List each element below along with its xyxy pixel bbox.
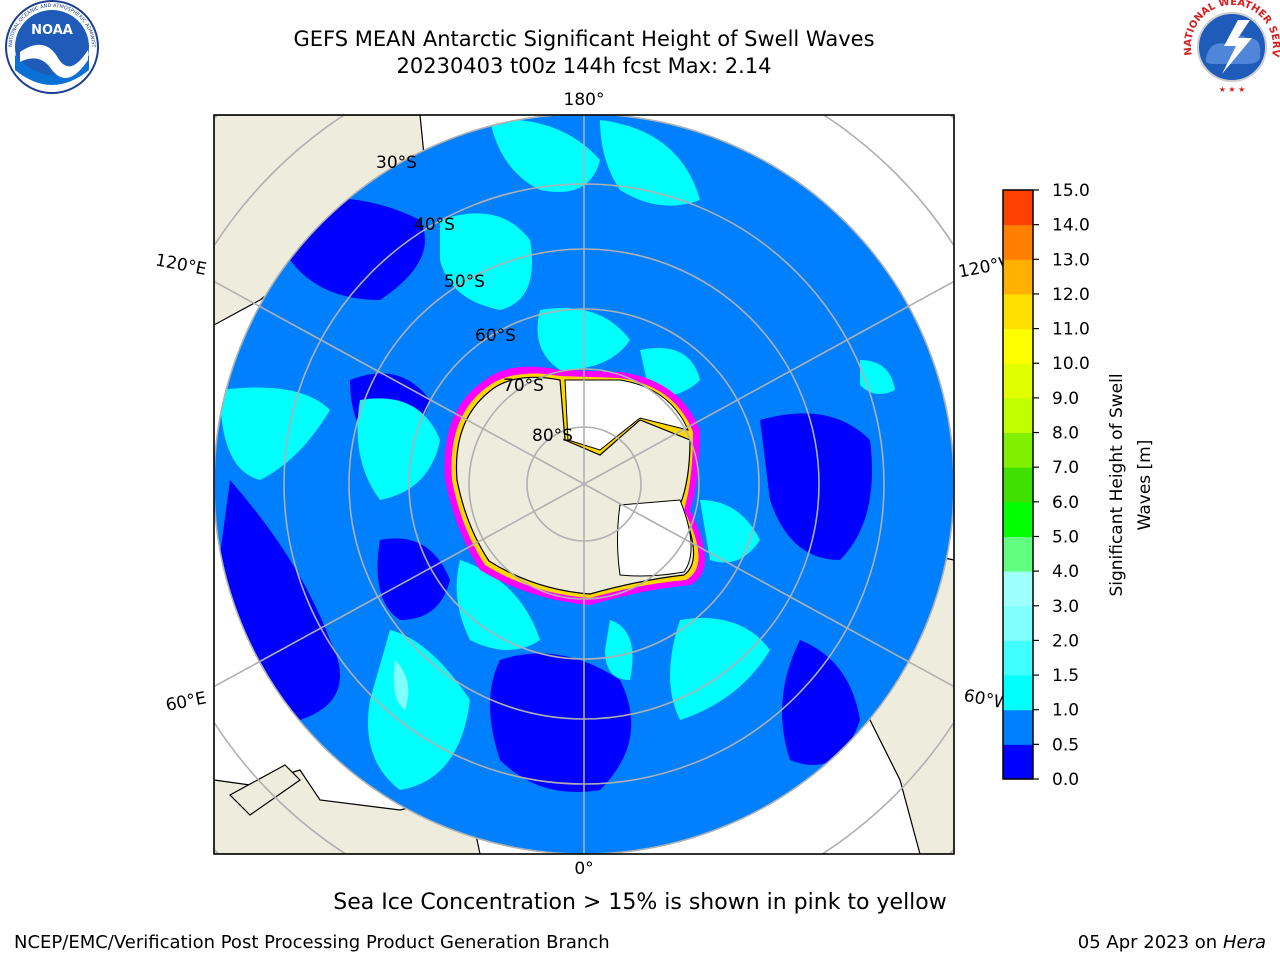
noaa-logo: NOAA NATIONAL OCEANIC AND ATMOSPHERIC AD… (0, 0, 99, 94)
colorbar-tick-label: 1.0 (1052, 701, 1079, 721)
lon-label-120e: 120°E (154, 250, 209, 279)
colorbar-segment (1003, 259, 1033, 295)
colorbar-segment (1003, 675, 1033, 711)
colorbar-tick-label: 9.0 (1052, 389, 1079, 409)
sea-ice-note: Sea Ice Concentration > 15% is shown in … (333, 890, 947, 915)
colorbar-segment (1003, 397, 1033, 434)
colorbar-tick-label: 2.0 (1052, 631, 1079, 651)
lon-label-0: 0° (574, 859, 593, 879)
colorbar-tick-label: 0.0 (1052, 770, 1079, 790)
colorbar-tick-label: 6.0 (1052, 493, 1079, 513)
lon-label-60e: 60°E (164, 688, 208, 715)
colorbar-tick-label: 12.0 (1052, 285, 1090, 305)
colorbar-tick-label: 15.0 (1052, 181, 1090, 201)
colorbar-label-line1: Significant Height of Swell (1107, 373, 1127, 596)
nws-logo: NATIONAL WEATHER SERVICE ★ ★ ★ (0, 0, 1280, 94)
colorbar-label-line2: Waves [m] (1135, 440, 1155, 531)
colorbar-segment (1003, 293, 1033, 330)
colorbar-tick-label: 1.5 (1052, 666, 1079, 686)
colorbar-tick-label: 13.0 (1052, 250, 1090, 270)
colorbar-tick-label: 4.0 (1052, 562, 1079, 582)
colorbar-tick-label: 11.0 (1052, 320, 1090, 340)
lat-label-60s: 60°S (475, 326, 516, 346)
colorbar-tick-label: 3.0 (1052, 597, 1079, 617)
colorbar-tick-label: 8.0 (1052, 424, 1079, 444)
weddell-ice (617, 499, 692, 577)
colorbar: 0.0 0.5 1.0 1.5 2.0 3.0 4.0 5.0 6.0 7.0 8.0 9.0 10.0… (1002, 181, 1090, 790)
lon-label-180: 180° (564, 90, 605, 110)
lat-label-30s: 30°S (376, 153, 417, 173)
lat-label-50s: 50°S (444, 272, 485, 292)
colorbar-segment (1003, 190, 1033, 226)
svg-text:★ ★ ★: ★ ★ ★ (1219, 85, 1246, 94)
colorbar-segment (1003, 744, 1033, 780)
colorbar-tick-label: 7.0 (1052, 458, 1079, 478)
colorbar-segment (1003, 328, 1033, 364)
chart-subtitle: 20230403 t00z 144h fcst Max: 2.14 (396, 54, 772, 78)
colorbar-segment (1003, 224, 1033, 260)
colorbar-segment (1003, 605, 1033, 641)
lat-label-80s: 80°S (532, 426, 573, 446)
colorbar-segment (1003, 432, 1033, 468)
colorbar-segment (1003, 536, 1033, 572)
colorbar-segment (1003, 467, 1033, 503)
colorbar-segment (1003, 571, 1033, 607)
colorbar-segment (1003, 709, 1033, 745)
lat-label-40s: 40°S (414, 215, 455, 235)
colorbar-tick-label: 5.0 (1052, 527, 1079, 547)
colorbar-segment (1003, 501, 1033, 537)
chart-title: GEFS MEAN Antarctic Significant Height o… (293, 27, 875, 51)
lat-label-70s: 70°S (503, 376, 544, 396)
credit-text: NCEP/EMC/Verification Post Processing Pr… (14, 932, 610, 953)
noaa-logo-text: NOAA (31, 23, 73, 38)
host-name: Hera (1222, 932, 1266, 953)
colorbar-frame (1002, 189, 1034, 780)
svg-text:NATIONAL WEATHER SERVICE: NATIONAL WEATHER SERVICE (0, 0, 1280, 58)
colorbar-tick-label: 10.0 (1052, 354, 1090, 374)
date-stamp: 05 Apr 2023 on Hera (1077, 932, 1266, 953)
colorbar-tick-label: 0.5 (1052, 735, 1079, 755)
map-frame (213, 114, 955, 855)
madagascar-land (229, 764, 301, 816)
colorbar-segment (1003, 363, 1033, 399)
ross-ice-shelf (564, 379, 689, 451)
colorbar-tick-label: 14.0 (1052, 216, 1090, 236)
colorbar-segment (1003, 640, 1033, 676)
